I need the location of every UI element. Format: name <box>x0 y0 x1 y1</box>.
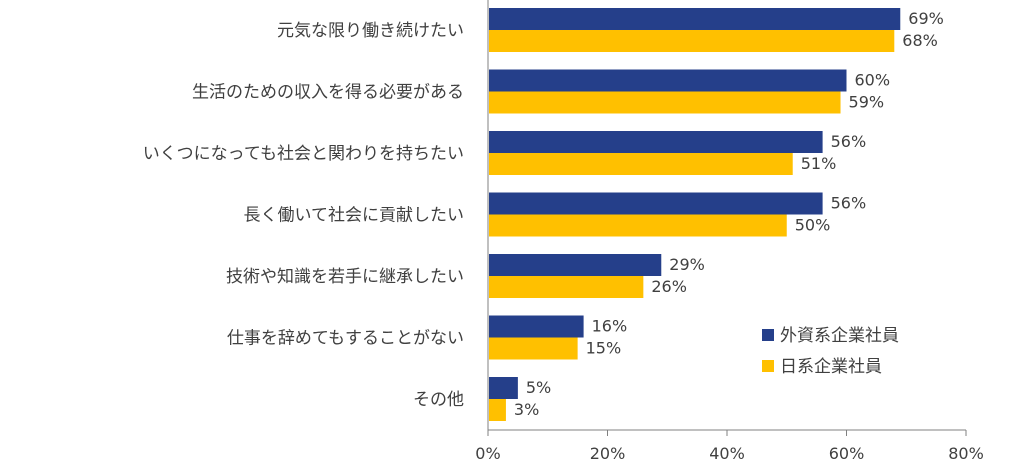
value-label: 56% <box>831 132 867 151</box>
bar <box>489 131 823 153</box>
value-label: 50% <box>795 216 831 235</box>
legend-swatch <box>762 329 774 341</box>
legend-label: 日系企業社員 <box>780 357 882 377</box>
legend-swatch <box>762 360 774 372</box>
bar <box>489 69 847 92</box>
category-label: 生活のための収入を得る必要がある <box>192 83 464 103</box>
x-tick-label: 20% <box>590 444 626 463</box>
value-label: 59% <box>849 93 885 112</box>
bar <box>489 8 901 30</box>
category-label: 元気な限り働き続けたい <box>277 21 464 41</box>
value-label: 26% <box>651 277 687 296</box>
category-label: いくつになっても社会と関わりを持ちたい <box>143 144 464 164</box>
value-label: 51% <box>801 154 837 173</box>
bar <box>489 30 895 52</box>
value-label: 16% <box>592 317 628 336</box>
bar <box>489 337 578 360</box>
bar <box>489 192 823 215</box>
bar <box>489 153 793 175</box>
bar <box>489 276 644 298</box>
category-label: その他 <box>413 390 464 410</box>
value-label: 68% <box>902 31 938 50</box>
bar <box>489 399 506 421</box>
x-tick-label: 80% <box>948 444 984 463</box>
x-tick-label: 60% <box>829 444 865 463</box>
value-label: 56% <box>831 194 867 213</box>
value-label: 29% <box>669 255 705 274</box>
bar <box>489 254 662 276</box>
value-label: 15% <box>586 339 622 358</box>
value-label: 5% <box>526 378 551 397</box>
value-label: 69% <box>908 9 944 28</box>
value-label: 3% <box>514 400 539 419</box>
bar <box>489 91 841 114</box>
x-tick-label: 0% <box>475 444 500 463</box>
bar <box>489 214 787 237</box>
legend-label: 外資系企業社員 <box>780 326 899 346</box>
value-label: 60% <box>855 71 891 90</box>
x-tick-label: 40% <box>709 444 745 463</box>
bar <box>489 315 584 338</box>
category-label: 技術や知識を若手に継承したい <box>226 267 464 287</box>
bar <box>489 377 518 399</box>
category-label: 仕事を辞めてもすることがない <box>227 329 464 349</box>
category-label: 長く働いて社会に貢献したい <box>244 206 465 226</box>
